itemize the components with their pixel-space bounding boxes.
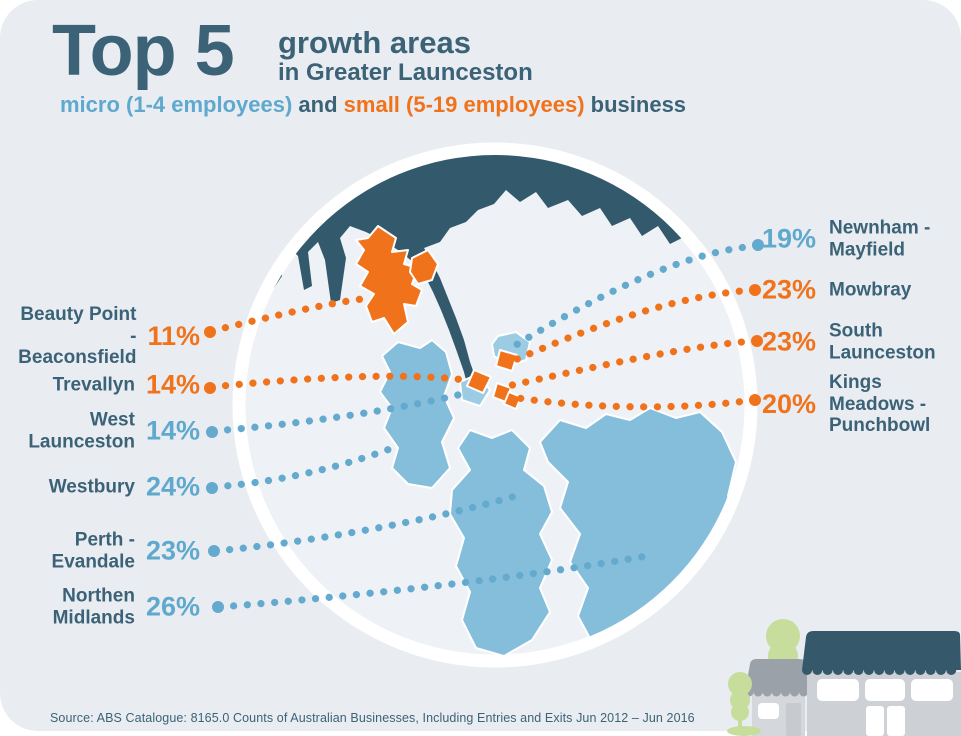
growth-percentage: 19%: [762, 223, 817, 254]
connector-perth-evandale: [212, 490, 526, 555]
region-mowbray: [495, 349, 518, 372]
title-growth-areas: growth areas: [278, 25, 471, 60]
region-trevallyn: [466, 369, 492, 394]
growth-percentage: 14%: [145, 369, 200, 400]
region-beauty-point-beaconsfield: [355, 225, 423, 335]
area-label-trevallyn: Trevallyn 14%: [20, 370, 200, 401]
connector-start-dot: [204, 326, 216, 338]
growth-percentage: 11%: [147, 320, 200, 351]
connector-northen-midlands: [216, 551, 656, 611]
connector-start-dot: [204, 382, 216, 394]
small-shop-awning: [745, 659, 811, 692]
water-region: [258, 155, 700, 401]
connector-start-dot: [749, 284, 761, 296]
area-label-mowbray: 23% Mowbray: [762, 275, 954, 306]
subtitle-micro: micro (1-4 employees): [60, 92, 293, 117]
connector-westbury: [210, 442, 402, 491]
growth-percentage: 20%: [762, 388, 817, 419]
region-westbury: [379, 339, 455, 489]
area-name: Kings Meadows - Punchbowl: [829, 371, 931, 436]
area-name: Northen Midlands: [52, 585, 135, 629]
area-label-kings-meadows-punchbowl: 20% Kings Meadows - Punchbowl: [762, 372, 954, 437]
title-region: in Greater Launceston: [278, 59, 533, 86]
title-top5: Top 5: [52, 11, 235, 91]
growth-percentage: 14%: [145, 415, 200, 446]
growth-percentage: 23%: [762, 326, 817, 357]
large-shop: [802, 631, 961, 736]
title-block: growth areas in Greater Launceston: [278, 26, 533, 87]
area-name: Westbury: [48, 476, 135, 498]
area-name: Trevallyn: [52, 374, 135, 396]
growth-percentage: 23%: [145, 535, 200, 566]
area-label-newnham-mayfield: 19% Newnham - Mayfield: [762, 218, 954, 261]
connector-start-dot: [749, 394, 761, 406]
growth-percentage: 23%: [762, 274, 817, 305]
area-name: Perth - Evandale: [51, 529, 135, 573]
subtitle-business: business: [584, 92, 687, 117]
connector-west-launceston: [210, 388, 474, 435]
connector-start-dot: [206, 426, 218, 438]
region-kings-meadows-punchbowl: [503, 391, 522, 410]
subtitle: micro (1-4 employees) and small (5-19 em…: [60, 92, 686, 118]
area-name: Beauty Point - Beaconsfield: [18, 303, 137, 368]
area-name: West Launceston: [28, 409, 135, 453]
connector-south-launceston: [504, 337, 759, 390]
growth-percentage: 26%: [145, 591, 200, 622]
source-text: Source: ABS Catalogue: 8165.0 Counts of …: [50, 711, 695, 725]
shop-illustration: [727, 619, 961, 736]
subtitle-and: and: [292, 92, 344, 117]
connector-trevallyn: [208, 372, 469, 391]
connector-start-dot: [212, 601, 224, 613]
area-label-south-launceston: 23% South Launceston: [762, 321, 954, 364]
tree-icon: [727, 672, 761, 736]
growth-percentage: 24%: [145, 471, 200, 502]
connector-start-dot: [208, 545, 220, 557]
area-label-west-launceston: West Launceston 14%: [20, 410, 200, 453]
area-name: South Launceston: [829, 320, 936, 364]
small-shop: [744, 659, 812, 736]
connector-start-dot: [752, 239, 764, 251]
area-label-beauty-point-beaconsfield: Beauty Point - Beaconsfield 11%: [18, 303, 200, 369]
connector-newnham-mayfield: [512, 242, 760, 349]
area-name: Mowbray: [829, 279, 912, 301]
subtitle-small: small (5-19 employees): [343, 92, 585, 117]
area-label-northen-midlands: Northen Midlands 26%: [20, 586, 200, 629]
connector-start-dot: [206, 482, 218, 494]
region-beauty-point-east-lobe: [409, 249, 439, 285]
area-name: Newnham - Mayfield: [829, 217, 931, 261]
area-label-westbury: Westbury 24%: [20, 472, 200, 503]
connector-start-dot: [751, 335, 763, 347]
large-shop-awning: [802, 631, 961, 670]
connector-mowbray: [511, 286, 757, 364]
area-label-perth-evandale: Perth - Evandale 23%: [20, 530, 200, 573]
connector-kings-meadows: [514, 394, 757, 411]
